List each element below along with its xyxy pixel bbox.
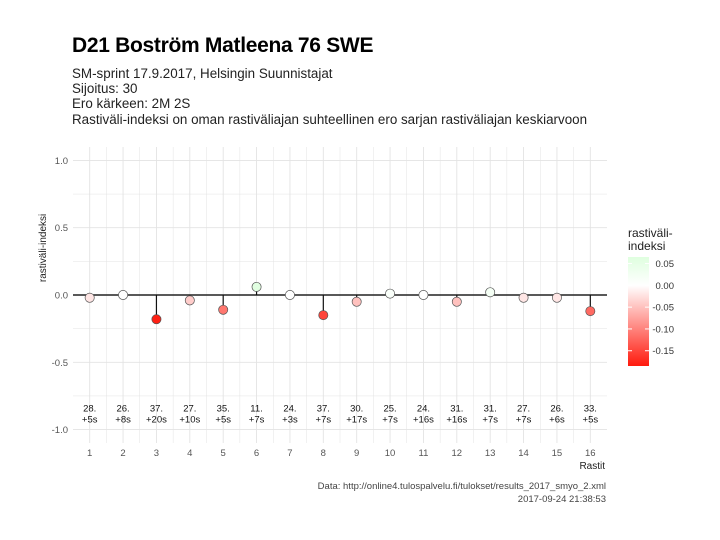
split-diff-label: +5s: [82, 415, 98, 426]
data-point: [151, 314, 162, 325]
data-source-caption: Data: http://online4.tulospalvelu.fi/tul…: [317, 481, 606, 492]
x-tick-label: 5: [221, 448, 226, 459]
x-tick-label: 9: [354, 448, 359, 459]
split-diff-label: +20s: [146, 415, 167, 426]
split-rank-label: 27.: [517, 404, 530, 415]
data-point: [118, 290, 129, 300]
split-rank-label: 28.: [83, 404, 96, 415]
data-point: [551, 292, 562, 303]
split-rank-label: 27.: [183, 404, 196, 415]
y-axis-title: rastiväli-indeksi: [38, 214, 49, 282]
x-tick-label: 4: [187, 448, 192, 459]
mark-layer: 28.+5s26.+8s37.+20s27.+10s35.+5s11.+7s24…: [73, 281, 607, 426]
split-diff-label: +16s: [413, 415, 434, 426]
data-point: [251, 281, 262, 292]
split-rank-label: 31.: [450, 404, 463, 415]
legend-title-line-1: rastiväli-: [628, 226, 673, 240]
x-tick-label: 3: [154, 448, 159, 459]
split-rank-label: 30.: [350, 404, 363, 415]
data-point: [485, 287, 496, 298]
split-rank-label: 11.: [250, 404, 263, 415]
data-point: [84, 292, 95, 303]
split-rank-label: 37.: [317, 404, 330, 415]
legend-label: -0.15: [652, 346, 674, 357]
split-rank-label: 24.: [417, 404, 430, 415]
data-point: [318, 310, 329, 321]
split-diff-label: +17s: [346, 415, 367, 426]
split-diff-label: +6s: [549, 415, 565, 426]
x-tick-label: 14: [518, 448, 529, 459]
timestamp-caption: 2017-09-24 21:38:53: [517, 494, 606, 505]
split-rank-label: 24.: [283, 404, 296, 415]
x-tick-label: 12: [452, 448, 463, 459]
data-point: [418, 290, 429, 300]
x-tick-label: 13: [485, 448, 496, 459]
split-rank-label: 26.: [550, 404, 563, 415]
split-diff-label: +7s: [516, 415, 532, 426]
data-point: [451, 296, 462, 307]
split-diff-label: +5s: [215, 415, 231, 426]
legend-colorbar: [628, 257, 649, 366]
x-tick-label: 16: [585, 448, 596, 459]
split-diff-label: +8s: [115, 415, 131, 426]
x-tick-label: 2: [120, 448, 125, 459]
split-diff-label: +16s: [446, 415, 467, 426]
x-tick-label: 1: [87, 448, 92, 459]
axis-layer: 1.00.50.0-0.5-1.01 2 3 4 5 6 7 8 9 10 11 12 13 14 15 16…: [38, 156, 605, 472]
split-rank-label: 37.: [150, 404, 163, 415]
data-point: [585, 306, 596, 317]
data-point: [385, 288, 396, 299]
legend: rastiväli-indeksi 0.05 0.00 -0.05 -0.10 -0.15: [628, 226, 674, 366]
split-diff-label: +7s: [482, 415, 498, 426]
split-diff-label: +7s: [249, 415, 265, 426]
split-diff-label: +5s: [583, 415, 599, 426]
split-rank-label: 33.: [584, 404, 597, 415]
legend-label: -0.10: [652, 324, 674, 335]
y-tick-label: -1.0: [52, 425, 68, 436]
legend-label: -0.05: [652, 303, 674, 314]
split-diff-label: +10s: [179, 415, 200, 426]
data-point: [184, 295, 195, 306]
split-rank-label: 35.: [217, 404, 230, 415]
subtitle-line-4: Rastiväli-indeksi on oman rastiväliajan …: [72, 112, 588, 127]
x-tick-label: 6: [254, 448, 259, 459]
subtitle-line-3: Ero kärkeen: 2M 2S: [72, 96, 191, 111]
legend-label: 0.00: [656, 281, 675, 292]
y-tick-label: 0.5: [55, 223, 68, 234]
split-diff-label: +7s: [382, 415, 398, 426]
split-rank-label: 26.: [116, 404, 129, 415]
x-tick-label: 8: [321, 448, 326, 459]
data-point: [218, 304, 229, 315]
x-tick-label: 15: [552, 448, 563, 459]
data-point: [284, 290, 295, 300]
y-tick-label: -0.5: [52, 358, 68, 369]
split-diff-label: +7s: [316, 415, 332, 426]
split-rank-label: 25.: [383, 404, 396, 415]
legend-label: 0.05: [656, 259, 675, 270]
x-tick-label: 11: [419, 448, 429, 459]
legend-title-line-2: indeksi: [628, 239, 665, 253]
y-tick-label: 0.0: [55, 291, 68, 302]
chart-title: D21 Boström Matleena 76 SWE: [72, 34, 374, 57]
data-point: [518, 292, 529, 303]
x-tick-label: 7: [287, 448, 292, 459]
subtitle-line-2: Sijoitus: 30: [72, 81, 138, 96]
y-tick-label: 1.0: [55, 156, 68, 167]
subtitle-line-1: SM-sprint 17.9.2017, Helsingin Suunnista…: [72, 66, 333, 81]
x-axis-title: Rastit: [579, 461, 605, 472]
x-tick-label: 10: [385, 448, 396, 459]
data-point: [351, 296, 362, 307]
split-diff-label: +3s: [282, 415, 298, 426]
split-rank-label: 31.: [484, 404, 497, 415]
